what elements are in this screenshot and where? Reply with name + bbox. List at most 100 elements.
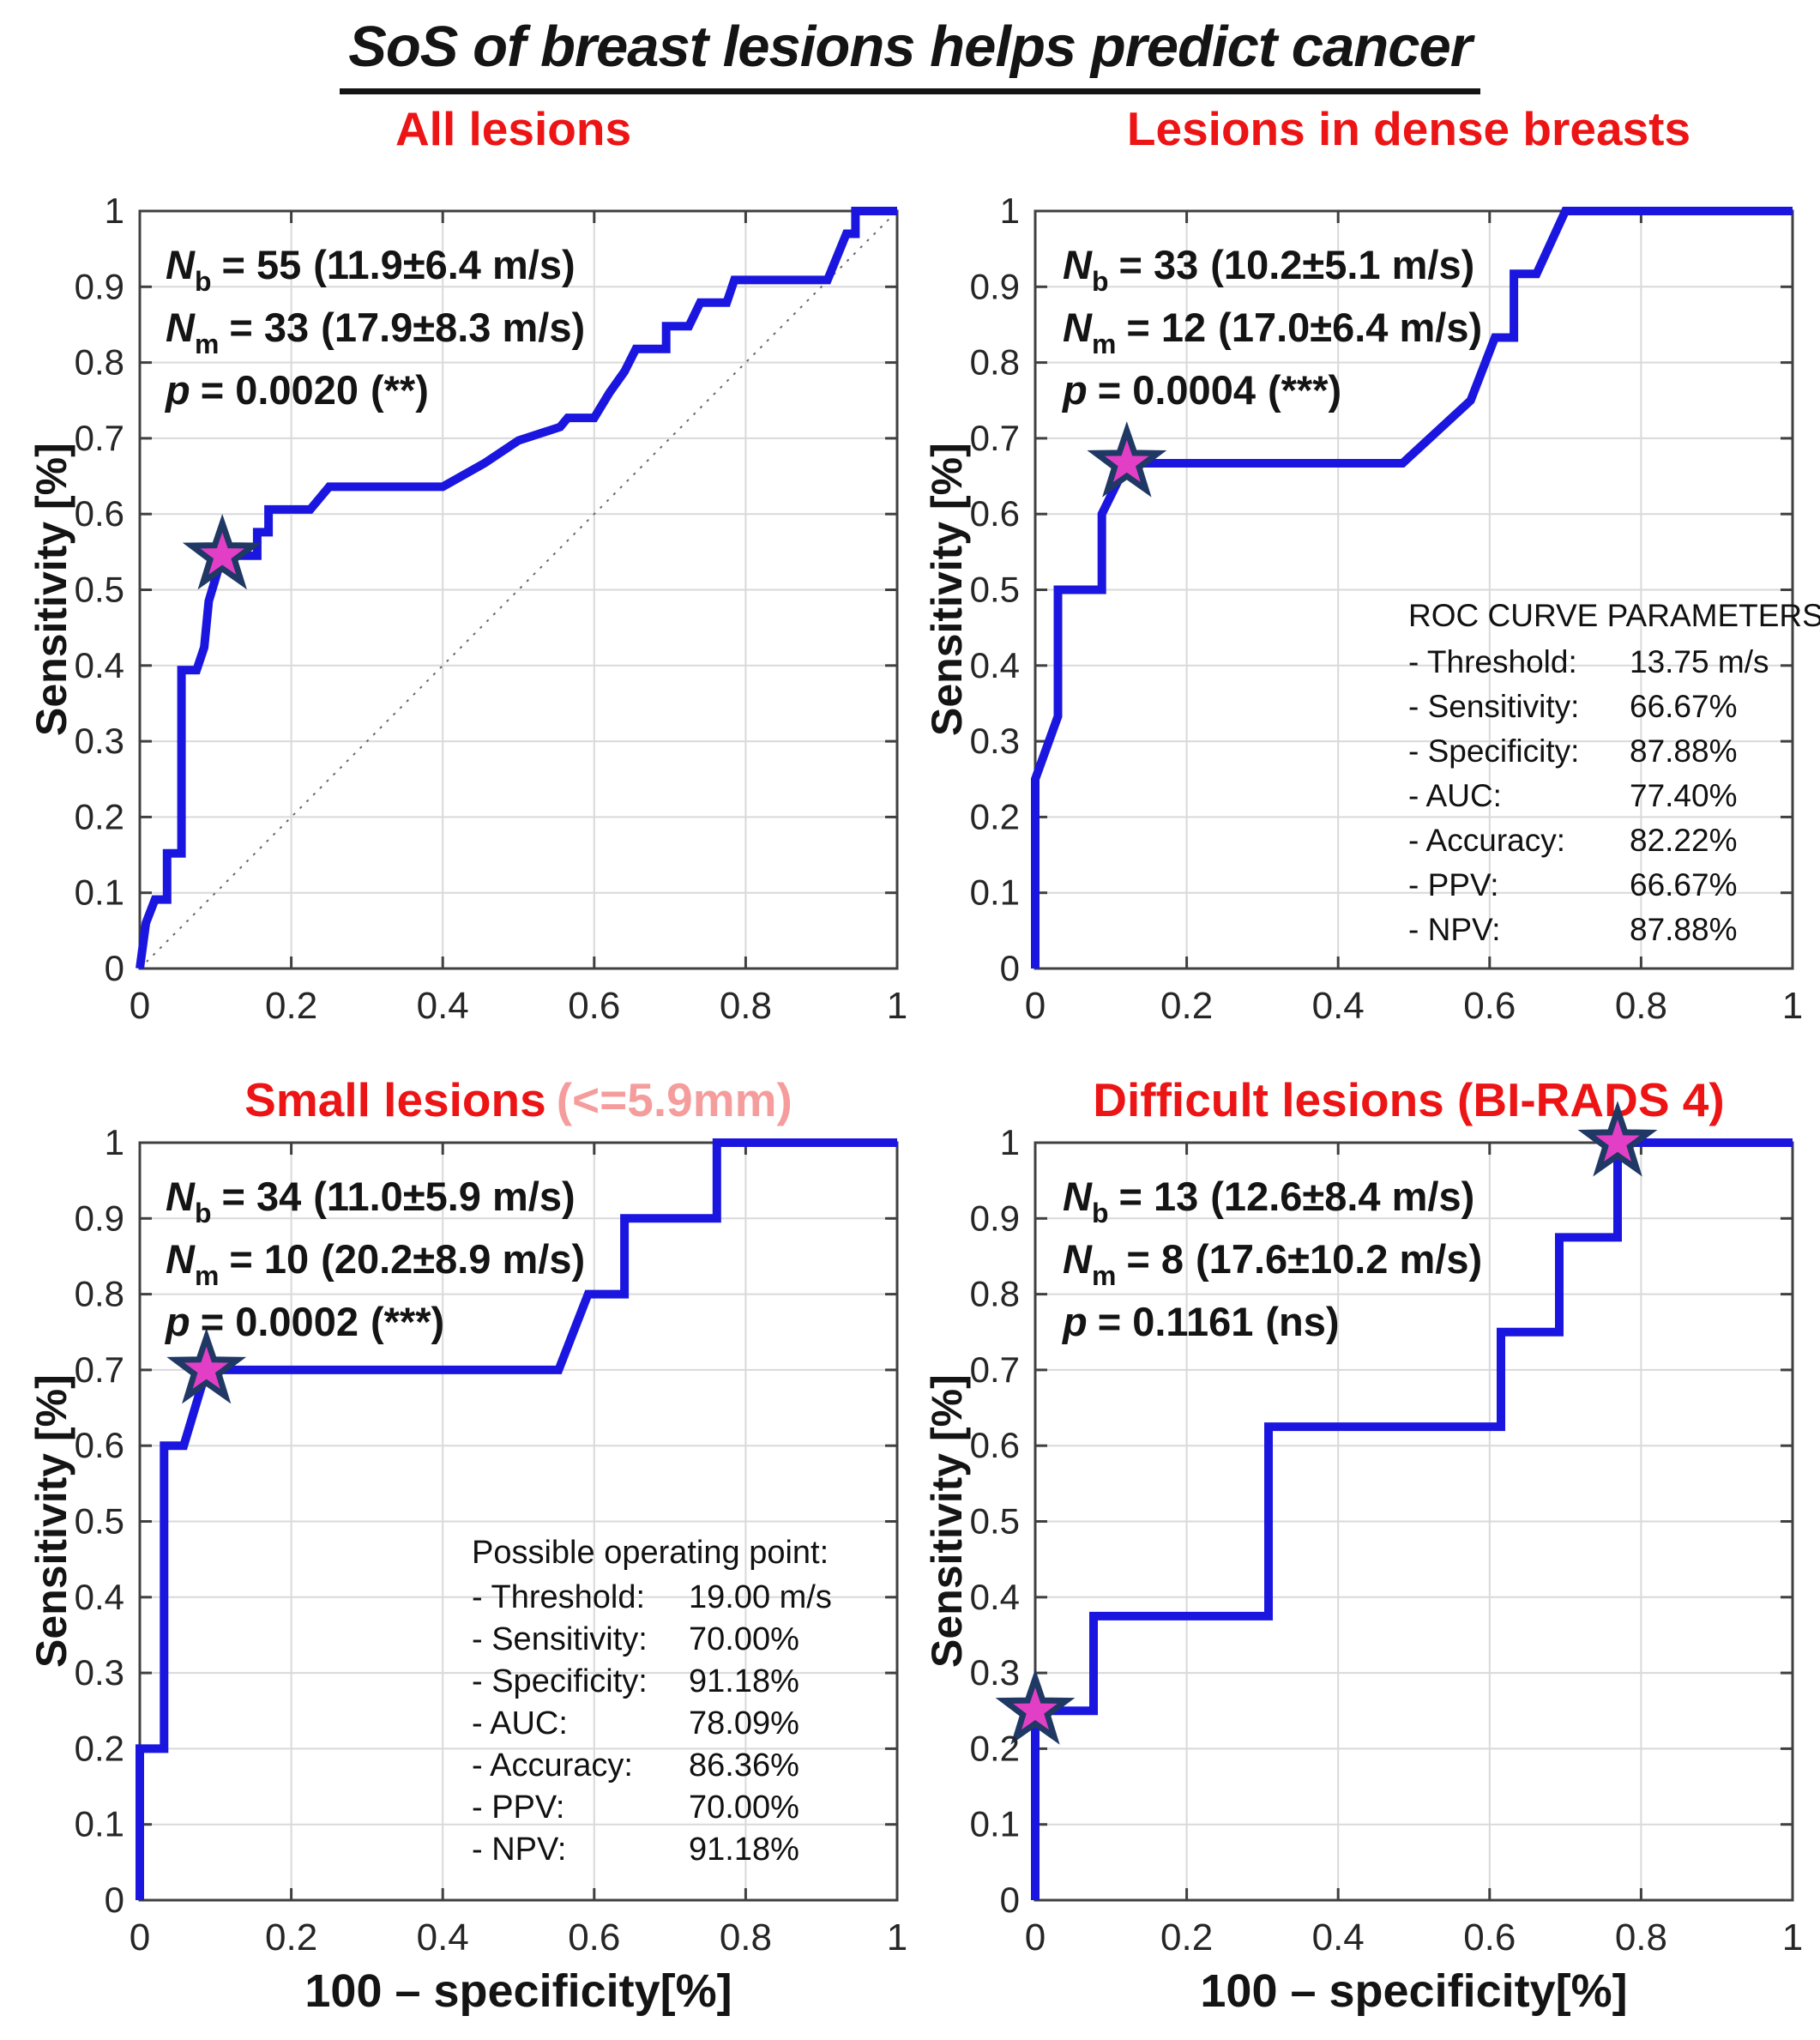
stat-symbol: N [166, 305, 195, 350]
stats-pvalue: p = 0.0020 (**) [166, 359, 585, 421]
y-tick-label: 0.8 [970, 342, 1020, 383]
param-label: - Accuracy: [472, 1747, 633, 1783]
y-tick-label: 0.2 [75, 1728, 124, 1768]
stats-nb: Nb = 55 (11.9±6.4 m/s) [166, 233, 585, 297]
stat-subscript: b [1091, 266, 1109, 297]
stat-value: = 0.0020 [200, 367, 359, 413]
param-row-specificity: - Specificity: 91.18% [472, 1661, 832, 1703]
param-label: - PPV: [1408, 867, 1499, 902]
operating-point-star [1087, 421, 1167, 498]
param-label: - Threshold: [1408, 644, 1577, 679]
param-value: 70.00% [689, 1790, 799, 1826]
y-tick-label: 1 [105, 1122, 124, 1162]
roc-curve [1031, 1138, 1793, 1900]
x-tick-label: 0 [1025, 1916, 1046, 1959]
stat-symbol: N [1063, 1174, 1092, 1219]
param-value: 70.00% [689, 1621, 799, 1657]
y-tick-label: 0.4 [970, 1577, 1020, 1617]
roc-parameters-block: ROC CURVE PARAMETERS - Threshold: 13.75 m… [1408, 592, 1820, 952]
stat-symbol: p [166, 1299, 190, 1344]
stat-detail: (17.9±8.3 m/s) [321, 305, 586, 350]
stat-subscript: b [194, 266, 212, 297]
stat-symbol: N [1063, 1236, 1092, 1282]
stat-subscript: m [194, 1260, 220, 1291]
y-tick-label: 0.3 [970, 1652, 1020, 1693]
x-tick-label: 0.6 [568, 1916, 620, 1959]
stats-nb: Nb = 13 (12.6±8.4 m/s) [1063, 1165, 1482, 1228]
stat-subscript: m [1091, 329, 1117, 359]
stat-value: = 12 [1126, 305, 1207, 350]
y-axis-label: Sensitivity [%] [923, 443, 971, 737]
y-tick-label: 0.8 [75, 342, 124, 383]
stat-value: = 13 [1118, 1174, 1199, 1219]
y-tick-label: 0.4 [75, 1577, 124, 1617]
param-value: 66.67% [1630, 867, 1738, 902]
y-tick-label: 0.1 [970, 1804, 1020, 1844]
y-tick-label: 0.4 [75, 645, 124, 685]
param-row-sensitivity: - Sensitivity: 70.00% [472, 1619, 832, 1661]
panel-title-small-lesions: Small lesions (<=5.9mm) [140, 1072, 897, 1127]
stat-symbol: N [166, 242, 195, 287]
stat-detail: (20.2±8.9 m/s) [321, 1236, 586, 1282]
y-tick-label: 0.3 [75, 721, 124, 761]
param-row-auc: - AUC: 78.09% [472, 1703, 832, 1745]
y-axis-label: Sensitivity [%] [27, 443, 75, 737]
stat-symbol: p [166, 367, 190, 413]
operating-point-star [995, 1669, 1076, 1745]
y-tick-label: 0 [105, 948, 124, 988]
y-tick-label: 0.7 [75, 418, 124, 458]
operating-point-title: Possible operating point: [472, 1535, 829, 1571]
stat-detail: (10.2±5.1 m/s) [1210, 242, 1475, 287]
param-value: 66.67% [1630, 689, 1738, 724]
x-tick-label: 0 [130, 1916, 150, 1959]
stat-detail: (**) [370, 367, 429, 413]
y-tick-label: 0.5 [75, 570, 124, 610]
y-tick-label: 0.1 [75, 872, 124, 913]
roc-parameters-title: ROC CURVE PARAMETERS [1408, 598, 1820, 633]
x-tick-label: 0.4 [1312, 1916, 1365, 1959]
param-value: 19.00 m/s [689, 1579, 832, 1615]
operating-point-star [166, 1328, 247, 1404]
figure-title-text: SoS of breast lesions helps predict canc… [340, 14, 1480, 94]
x-tick-label: 0.8 [1615, 985, 1667, 1027]
x-tick-label: 0.2 [1160, 985, 1213, 1027]
y-tick-label: 0.5 [75, 1501, 124, 1542]
y-tick-label: 0.3 [75, 1652, 124, 1693]
param-label: - Specificity: [1408, 733, 1580, 769]
y-axis-label: Sensitivity [%] [923, 1374, 971, 1669]
param-row-threshold: - Threshold: 19.00 m/s [472, 1577, 832, 1619]
stat-detail: (***) [370, 1299, 445, 1344]
x-tick-label: 0 [130, 985, 150, 1027]
y-tick-label: 0.2 [970, 1728, 1020, 1768]
param-label: - AUC: [1408, 778, 1502, 813]
y-tick-label: 1 [1000, 190, 1020, 231]
y-tick-label: 0.3 [970, 721, 1020, 761]
param-row-specificity: - Specificity: 87.88% [1408, 729, 1820, 774]
stat-subscript: m [1091, 1260, 1117, 1291]
y-tick-label: 1 [1000, 1122, 1020, 1162]
x-axis-label: 100 – specificity[%] [1200, 1965, 1628, 2017]
stat-detail: (11.0±5.9 m/s) [313, 1174, 576, 1219]
stat-value: = 8 [1126, 1236, 1184, 1282]
x-tick-label: 0.6 [1463, 985, 1516, 1027]
x-tick-label: 0.4 [417, 1916, 469, 1959]
y-axis-label: Sensitivity [%] [27, 1374, 75, 1669]
y-tick-label: 0.6 [970, 493, 1020, 534]
operating-point-block: Possible operating point: - Threshold: 19… [472, 1529, 832, 1871]
y-tick-label: 0.7 [970, 1349, 1020, 1390]
param-label: - Threshold: [472, 1579, 646, 1615]
y-tick-label: 0.5 [970, 570, 1020, 610]
param-row-accuracy: - Accuracy: 86.36% [472, 1745, 832, 1787]
stat-detail: (***) [1267, 367, 1342, 413]
stat-symbol: N [166, 1236, 195, 1282]
param-row-sensitivity: - Sensitivity: 66.67% [1408, 685, 1820, 729]
x-axis-label: 100 – specificity[%] [304, 1965, 732, 2017]
x-tick-label: 1 [1782, 985, 1803, 1027]
stats-pvalue: p = 0.0004 (***) [1063, 359, 1482, 421]
stats-pvalue: p = 0.0002 (***) [166, 1290, 585, 1353]
roc-plot-difficult-lesions: 0 0.2 0.4 0.6 0.8 1 0 0.1 0.2 0.3 0.4 0.5 0.6 0.7 0.8 0… [970, 1101, 1803, 1959]
x-tick-label: 0.8 [720, 985, 772, 1027]
y-tick-label: 0.6 [75, 493, 124, 534]
y-tick-label: 0.5 [970, 1501, 1020, 1542]
panel-title-text: Lesions in dense breasts [1126, 102, 1691, 155]
